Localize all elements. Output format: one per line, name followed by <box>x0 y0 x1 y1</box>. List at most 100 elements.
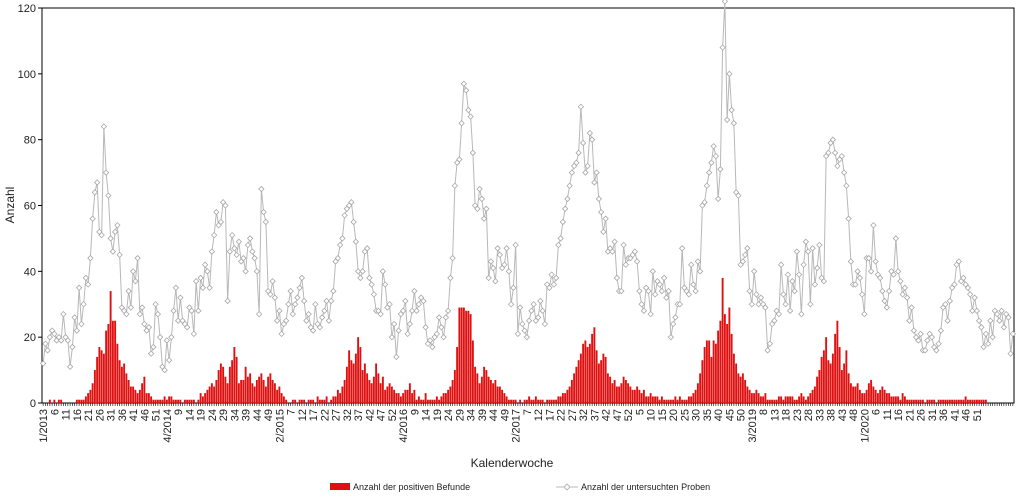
bar <box>744 379 747 403</box>
line-point <box>60 310 67 318</box>
bar <box>170 396 173 403</box>
bar <box>487 376 490 403</box>
bar <box>395 393 398 404</box>
bar <box>714 343 717 403</box>
line-point <box>213 208 220 216</box>
bar <box>852 386 855 403</box>
line-point <box>591 179 598 186</box>
x-tick-label: 39 <box>241 409 253 421</box>
line-point <box>793 248 801 255</box>
line-point <box>908 304 915 311</box>
bar <box>341 386 344 403</box>
bar <box>210 383 213 403</box>
bar <box>795 399 798 403</box>
line-point <box>960 274 967 282</box>
line-point <box>858 291 866 298</box>
bar <box>577 360 580 403</box>
bar <box>534 396 537 403</box>
line-point <box>672 314 679 321</box>
line-point <box>789 278 796 285</box>
bar <box>357 337 360 403</box>
line-point <box>253 268 261 275</box>
line-point <box>879 287 886 295</box>
line-point <box>969 307 976 314</box>
line-point <box>163 337 171 344</box>
bar <box>246 376 249 403</box>
bar <box>172 399 175 403</box>
bar <box>892 396 895 403</box>
line-point <box>978 324 985 331</box>
bar <box>147 393 150 404</box>
bar <box>449 386 452 403</box>
y-tick-label: 120 <box>18 3 36 15</box>
line-point <box>177 294 184 301</box>
line-point <box>467 113 474 120</box>
line-point <box>595 195 603 203</box>
line-point <box>845 215 852 222</box>
bar <box>186 399 189 403</box>
line-point <box>714 195 722 203</box>
bar <box>264 386 267 403</box>
bar <box>552 399 555 403</box>
bar <box>845 350 848 403</box>
x-tick-label: 6 <box>871 409 883 415</box>
line-point <box>975 317 983 324</box>
x-tick-label: 14 <box>184 409 196 421</box>
line-point <box>579 139 587 147</box>
bar <box>861 393 864 404</box>
line-point <box>327 297 335 305</box>
bar <box>606 373 609 404</box>
bar <box>271 379 274 403</box>
line-point <box>298 274 306 282</box>
bar <box>759 396 762 403</box>
bar <box>910 399 913 403</box>
bar <box>573 373 576 404</box>
bar <box>921 399 924 403</box>
line-point <box>487 258 495 265</box>
bar <box>208 386 211 403</box>
bar <box>478 383 481 403</box>
bar <box>190 399 193 403</box>
bar <box>863 393 866 404</box>
line-point <box>829 136 837 143</box>
x-tick-label: 9 <box>409 409 421 415</box>
line-point <box>388 334 396 341</box>
bar <box>811 389 814 403</box>
line-point <box>1005 314 1012 321</box>
bar <box>915 399 918 403</box>
line-point <box>172 284 180 291</box>
bar <box>505 396 508 403</box>
bar <box>678 396 681 403</box>
bar <box>809 393 812 404</box>
x-tick-label: 42 <box>601 409 613 421</box>
line-path <box>42 1 1014 372</box>
bar <box>91 383 94 403</box>
bar <box>872 386 875 403</box>
line-point <box>550 281 558 288</box>
bar <box>912 399 915 403</box>
line-point <box>903 294 911 301</box>
bar <box>638 389 641 403</box>
bar <box>201 396 204 403</box>
line-point <box>408 307 416 314</box>
line-point <box>685 291 693 298</box>
bar <box>483 366 486 403</box>
bar <box>183 399 186 403</box>
bar <box>975 399 978 403</box>
line-point <box>523 334 531 341</box>
bar <box>494 379 497 403</box>
line-point <box>1007 350 1014 357</box>
line-point <box>602 215 609 222</box>
bar <box>388 383 391 403</box>
line-point <box>489 264 497 272</box>
bar <box>633 389 636 403</box>
line-point <box>516 304 524 311</box>
line-point <box>872 258 879 265</box>
bar <box>118 360 121 403</box>
bar <box>523 399 526 403</box>
line-point <box>557 235 564 242</box>
x-tick-label: 25 <box>679 409 691 421</box>
line-point <box>478 195 486 203</box>
legend: Anzahl der positiven Befunde Anzahl der … <box>330 482 710 492</box>
bar <box>300 399 303 403</box>
